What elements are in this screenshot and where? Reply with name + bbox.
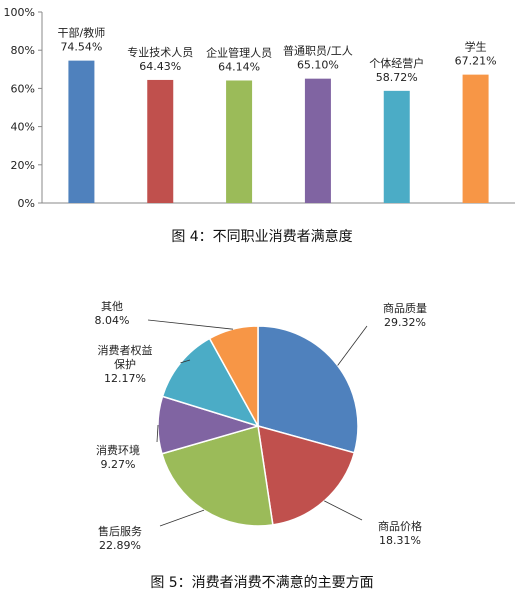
bar-value-label: 64.14% (218, 60, 260, 73)
bar (383, 90, 410, 203)
bar-category-label: 企业管理人员 (206, 45, 272, 59)
bar (304, 78, 331, 203)
pie-value-label: 8.04% (95, 314, 130, 327)
bar (462, 74, 489, 203)
pie-slice-label: 其他 (101, 300, 123, 313)
bar (226, 80, 253, 203)
leader-line (147, 319, 234, 330)
y-tick-label: 20% (11, 159, 35, 172)
bar-category-label: 个体经营户 (369, 56, 424, 70)
leader-line (156, 425, 159, 443)
bar-value-label: 64.43% (139, 60, 181, 73)
bar-category-label: 专业技术人员 (127, 45, 193, 59)
pie-slice-label: 售后服务 (98, 524, 142, 538)
y-tick-label: 60% (11, 82, 35, 95)
pie-value-label: 18.31% (379, 534, 421, 547)
y-tick-label: 100% (4, 6, 35, 19)
bar-value-label: 74.54% (60, 41, 102, 54)
pie-slice-label: 消费者权益 (98, 343, 153, 357)
pie-slice-label: 保护 (114, 357, 136, 371)
pie-slice (257, 325, 359, 454)
pie-slice-label: 消费环境 (96, 443, 140, 457)
bar-chart-caption: 图 4：不同职业消费者满意度 (171, 229, 353, 245)
pie-chart-caption: 图 5：消费者消费不满意的主要方面 (150, 575, 374, 591)
pie-slice (161, 425, 274, 527)
pie-slice-label: 商品质量 (383, 301, 427, 315)
leader-line (324, 500, 363, 521)
bar-value-label: 58.72% (376, 71, 418, 84)
leader-line (180, 359, 191, 364)
leader-line (159, 509, 205, 527)
pie-value-label: 29.32% (384, 316, 426, 329)
pie-value-label: 9.27% (101, 458, 136, 471)
bar (68, 60, 95, 203)
bar-category-label: 学生 (465, 40, 487, 54)
pie-value-label: 12.17% (104, 372, 146, 385)
bar-value-label: 67.21% (455, 55, 497, 68)
leader-line (337, 325, 368, 366)
y-tick-label: 80% (11, 44, 35, 57)
pie-slice (208, 325, 259, 427)
pie-slice (257, 424, 356, 526)
pie-value-label: 22.89% (99, 539, 141, 552)
y-tick-label: 0% (18, 197, 35, 210)
pie-slice-label: 商品价格 (378, 519, 422, 533)
bar-category-label: 干部/教师 (58, 26, 106, 40)
bar-value-label: 65.10% (297, 59, 339, 72)
bar (147, 79, 174, 203)
bar-category-label: 普通职员/工人 (283, 44, 353, 58)
y-tick-label: 40% (11, 121, 35, 134)
